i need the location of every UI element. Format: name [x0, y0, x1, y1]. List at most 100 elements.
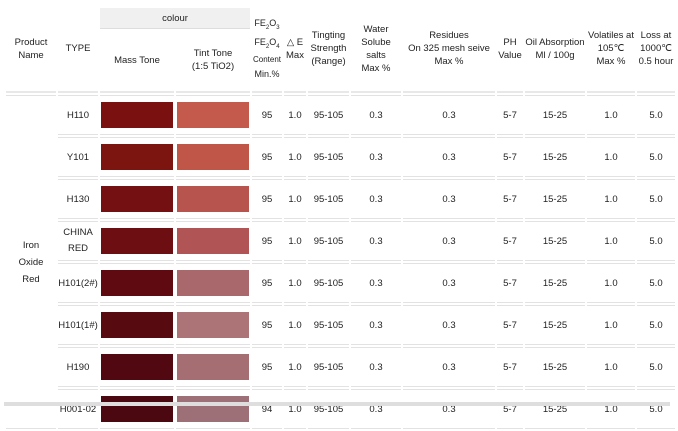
mass-tone-swatch	[101, 144, 173, 170]
oil-absorption-cell: 15-25	[525, 305, 585, 345]
tint-tone-cell	[176, 179, 250, 219]
table-row: Iron Oxide Red H110 95 1.0 95-105 0.3 0.3 5-7 15-2…	[6, 95, 675, 429]
table-row: CHINA RED 95 1.0 95-105 0.3 0.3 5-7 15-25 1.0 5.0	[6, 221, 675, 261]
tinting-strength-cell: 95-105	[308, 179, 349, 219]
tinting-strength-cell: 95-105	[308, 347, 349, 387]
type-cell: H101(2#)	[58, 263, 98, 303]
residues-cell: 0.3	[403, 137, 495, 177]
mass-tone-swatch	[101, 228, 173, 254]
water-solube-salts-cell: 0.3	[351, 305, 401, 345]
header-mass-tone: Mass Tone	[100, 31, 174, 89]
mass-tone-cell	[100, 305, 174, 345]
header-colour: colour	[100, 8, 250, 29]
fe-content-cell: 95	[252, 95, 282, 135]
water-solube-salts-cell: 0.3	[351, 347, 401, 387]
tint-tone-cell	[176, 263, 250, 303]
header-delta-e: △ E Max	[284, 8, 306, 89]
tint-tone-swatch	[177, 102, 249, 128]
fe-content-cell: 95	[252, 137, 282, 177]
tint-tone-cell	[176, 305, 250, 345]
residues-cell: 0.3	[403, 347, 495, 387]
header-tinting-strength: Tingting Strength (Range)	[308, 8, 349, 89]
delta-e-cell: 1.0	[284, 221, 306, 261]
tint-tone-cell	[176, 347, 250, 387]
tint-tone-swatch	[177, 186, 249, 212]
tinting-strength-cell: 95-105	[308, 137, 349, 177]
delta-e-cell: 1.0	[284, 179, 306, 219]
tint-tone-cell	[176, 95, 250, 135]
ph-value-cell: 5-7	[497, 263, 523, 303]
tint-tone-swatch	[177, 312, 249, 338]
volatiles-cell: 1.0	[587, 179, 635, 219]
ph-value-cell: 5-7	[497, 137, 523, 177]
oil-absorption-cell: 15-25	[525, 347, 585, 387]
water-solube-salts-cell: 0.3	[351, 263, 401, 303]
oil-absorption-cell: 15-25	[525, 95, 585, 135]
ph-value-cell: 5-7	[497, 95, 523, 135]
mass-tone-cell	[100, 347, 174, 387]
mass-tone-swatch	[101, 102, 173, 128]
ph-value-cell: 5-7	[497, 347, 523, 387]
mass-tone-swatch	[101, 186, 173, 212]
mass-tone-swatch	[101, 270, 173, 296]
table-row: H101(1#) 95 1.0 95-105 0.3 0.3 5-7 15-25 1.0 5.0	[6, 305, 675, 345]
tint-tone-swatch	[177, 228, 249, 254]
residues-cell: 0.3	[403, 95, 495, 135]
water-solube-salts-cell: 0.3	[351, 389, 401, 429]
spec-table: Product Name TYPE colour FE2O3 FE2O4 Con…	[4, 6, 677, 431]
oil-absorption-cell: 15-25	[525, 221, 585, 261]
loss-cell: 5.0	[637, 305, 675, 345]
table-row: H001-02 94 1.0 95-105 0.3 0.3 5-7 15-25 1.0 5.0	[6, 389, 675, 429]
delta-e-cell: 1.0	[284, 263, 306, 303]
type-cell: H101(1#)	[58, 305, 98, 345]
oil-absorption-cell: 15-25	[525, 179, 585, 219]
water-solube-salts-cell: 0.3	[351, 179, 401, 219]
mass-tone-cell	[100, 389, 174, 429]
table-row: H190 95 1.0 95-105 0.3 0.3 5-7 15-25 1.0 5.0	[6, 347, 675, 387]
loss-cell: 5.0	[637, 137, 675, 177]
product-name-cell: Iron Oxide Red	[6, 95, 56, 429]
mass-tone-swatch	[101, 396, 173, 422]
residues-cell: 0.3	[403, 389, 495, 429]
table-row: H101(2#) 95 1.0 95-105 0.3 0.3 5-7 15-25 1.0 5.0	[6, 263, 675, 303]
volatiles-cell: 1.0	[587, 305, 635, 345]
tint-tone-cell	[176, 389, 250, 429]
header-type: TYPE	[58, 8, 98, 89]
mass-tone-cell	[100, 137, 174, 177]
ph-value-cell: 5-7	[497, 305, 523, 345]
volatiles-cell: 1.0	[587, 137, 635, 177]
water-solube-salts-cell: 0.3	[351, 137, 401, 177]
mass-tone-cell	[100, 221, 174, 261]
spec-sheet: Product Name TYPE colour FE2O3 FE2O4 Con…	[4, 8, 675, 429]
delta-e-cell: 1.0	[284, 389, 306, 429]
tinting-strength-cell: 95-105	[308, 263, 349, 303]
mass-tone-swatch	[101, 354, 173, 380]
mass-tone-cell	[100, 179, 174, 219]
tint-tone-cell	[176, 137, 250, 177]
water-solube-salts-cell: 0.3	[351, 95, 401, 135]
tint-tone-cell	[176, 221, 250, 261]
oil-absorption-cell: 15-25	[525, 137, 585, 177]
table-body: Iron Oxide Red H110 95 1.0 95-105 0.3 0.3 5-7 15-2…	[6, 95, 675, 429]
ph-value-cell: 5-7	[497, 221, 523, 261]
volatiles-cell: 1.0	[587, 389, 635, 429]
oil-absorption-cell: 15-25	[525, 389, 585, 429]
volatiles-cell: 1.0	[587, 347, 635, 387]
mass-tone-cell	[100, 263, 174, 303]
tint-tone-swatch	[177, 270, 249, 296]
residues-cell: 0.3	[403, 305, 495, 345]
volatiles-cell: 1.0	[587, 221, 635, 261]
header-ph-value: PH Value	[497, 8, 523, 89]
delta-e-cell: 1.0	[284, 137, 306, 177]
header-divider	[6, 91, 675, 93]
fe-content-cell: 95	[252, 347, 282, 387]
residues-cell: 0.3	[403, 179, 495, 219]
loss-cell: 5.0	[637, 347, 675, 387]
fe-content-cell: 95	[252, 305, 282, 345]
table-row: Y101 95 1.0 95-105 0.3 0.3 5-7 15-25 1.0 5.0	[6, 137, 675, 177]
tint-tone-swatch	[177, 396, 249, 422]
residues-cell: 0.3	[403, 221, 495, 261]
type-cell: H190	[58, 347, 98, 387]
header-fe-content: FE2O3 FE2O4 Content Min.%	[252, 8, 282, 89]
header-tint-tone: Tint Tone (1:5 TiO2)	[176, 31, 250, 89]
